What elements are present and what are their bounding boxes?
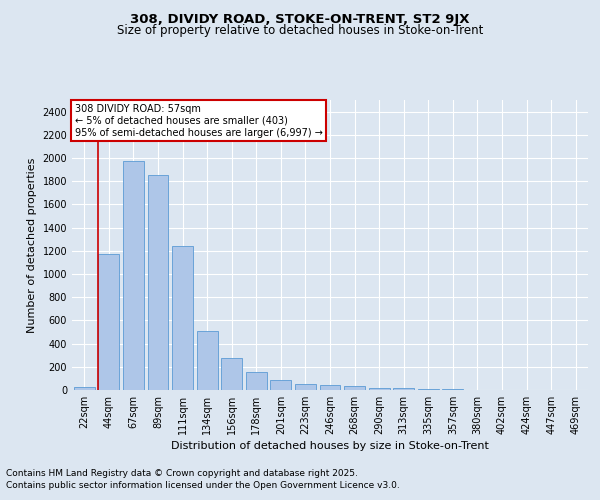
Bar [295, 384, 316, 390]
Text: Contains HM Land Registry data © Crown copyright and database right 2025.: Contains HM Land Registry data © Crown c… [6, 468, 358, 477]
Bar [123, 161, 144, 390]
Bar [368, 388, 389, 390]
Bar [344, 386, 365, 390]
Bar [320, 385, 340, 390]
Bar [74, 387, 95, 390]
Text: 308 DIVIDY ROAD: 57sqm
← 5% of detached houses are smaller (403)
95% of semi-det: 308 DIVIDY ROAD: 57sqm ← 5% of detached … [74, 104, 322, 138]
Text: Contains public sector information licensed under the Open Government Licence v3: Contains public sector information licen… [6, 481, 400, 490]
Bar [197, 331, 218, 390]
Bar [98, 254, 119, 390]
Bar [246, 372, 267, 390]
Bar [148, 176, 169, 390]
Bar [271, 380, 292, 390]
X-axis label: Distribution of detached houses by size in Stoke-on-Trent: Distribution of detached houses by size … [171, 441, 489, 451]
Text: Size of property relative to detached houses in Stoke-on-Trent: Size of property relative to detached ho… [117, 24, 483, 37]
Bar [393, 388, 414, 390]
Y-axis label: Number of detached properties: Number of detached properties [27, 158, 37, 332]
Text: 308, DIVIDY ROAD, STOKE-ON-TRENT, ST2 9JX: 308, DIVIDY ROAD, STOKE-ON-TRENT, ST2 9J… [130, 12, 470, 26]
Bar [221, 358, 242, 390]
Bar [172, 246, 193, 390]
